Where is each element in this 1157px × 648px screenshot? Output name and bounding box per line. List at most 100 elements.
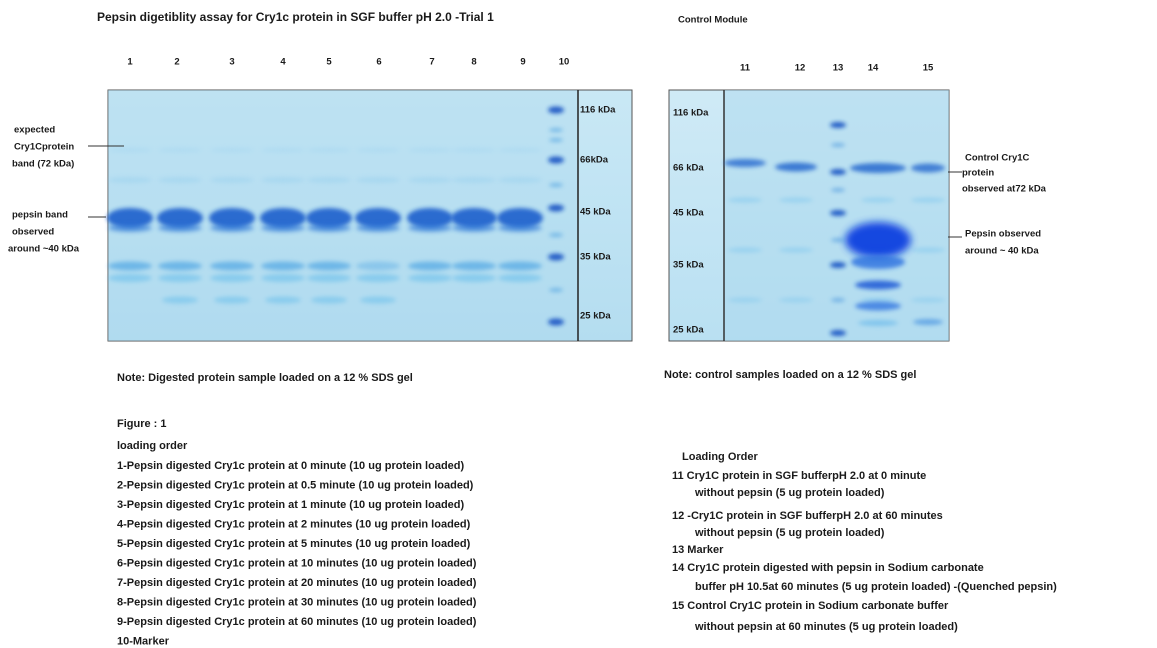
gel-band [911, 247, 945, 253]
gel-band [549, 138, 563, 142]
list-item: 10-Marker [117, 635, 170, 647]
gel-band [911, 163, 945, 173]
annotation: Control Cry1C [965, 153, 1030, 164]
gel-band [261, 224, 305, 232]
lane-number: 14 [868, 63, 879, 74]
gel-band [548, 204, 564, 212]
gel-band [356, 261, 400, 271]
annotation: Pepsin observed [965, 229, 1041, 240]
gel-band [452, 147, 496, 153]
gel-band [549, 128, 563, 132]
gel-band [108, 274, 152, 282]
left-gel [107, 89, 633, 342]
lane-number: 10 [559, 57, 570, 68]
gel-band [831, 188, 845, 192]
annotation: protein [962, 168, 994, 179]
lane-number: 8 [471, 57, 476, 68]
list-item: 11 Cry1C protein in SGF bufferpH 2.0 at … [672, 470, 926, 482]
gel-band [356, 177, 400, 183]
list-heading: loading order [117, 440, 188, 452]
gel-band [158, 177, 202, 183]
gel-band [356, 224, 400, 232]
gel-band [214, 296, 250, 304]
list-item: 15 Control Cry1C protein in Sodium carbo… [672, 600, 949, 612]
gel-band [724, 159, 766, 167]
lane-number: 7 [429, 57, 434, 68]
gel-band [498, 224, 542, 232]
lane-number: 2 [174, 57, 179, 68]
gel-band [158, 261, 202, 271]
gel-band [728, 247, 762, 253]
gel-band [830, 122, 846, 128]
gel-band [830, 210, 846, 216]
gel-band [779, 247, 813, 253]
list-item: 4-Pepsin digested Cry1c protein at 2 min… [117, 518, 471, 530]
lane-number: 12 [795, 63, 806, 74]
list-item: 1-Pepsin digested Cry1c protein at 0 min… [117, 460, 465, 472]
lane-number: 13 [833, 63, 844, 74]
panel-title: Pepsin digetiblity assay for Cry1c prote… [97, 10, 494, 24]
list-item: 14 Cry1C protein digested with pepsin in… [672, 562, 984, 574]
gel-band [408, 261, 452, 271]
marker-label: 66kDa [580, 155, 609, 166]
marker-label: 116 kDa [580, 105, 616, 116]
gel-band [108, 177, 152, 183]
gel-band [452, 274, 496, 282]
gel-band [356, 147, 400, 153]
gel-band [858, 320, 898, 326]
gel-band [548, 318, 564, 326]
gel-band [108, 147, 152, 153]
list-item: 3-Pepsin digested Cry1c protein at 1 min… [117, 499, 465, 511]
gel-band [855, 280, 901, 290]
list-item: 7-Pepsin digested Cry1c protein at 20 mi… [117, 577, 477, 589]
list-item: 8-Pepsin digested Cry1c protein at 30 mi… [117, 596, 477, 608]
gel-band [158, 224, 202, 232]
gel-band [497, 208, 543, 228]
gel-band [498, 261, 542, 271]
gel-band [407, 208, 453, 228]
gel-band [408, 177, 452, 183]
marker-label: 116 kDa [673, 108, 709, 119]
list-item: without pepsin (5 ug protein loaded) [694, 527, 885, 539]
gel-band [210, 274, 254, 282]
gel-band [845, 222, 911, 258]
gel-band [452, 261, 496, 271]
gel-band [548, 253, 564, 261]
list-item: 12 -Cry1C protein in SGF bufferpH 2.0 at… [672, 510, 943, 522]
list-item: 2-Pepsin digested Cry1c protein at 0.5 m… [117, 479, 474, 491]
gel-band [261, 261, 305, 271]
gel-band [548, 156, 564, 164]
gel-band [831, 298, 845, 302]
gel-band [830, 169, 846, 175]
marker-label: 25 kDa [673, 325, 704, 336]
list-item: 5-Pepsin digested Cry1c protein at 5 min… [117, 538, 471, 550]
gel-band [210, 261, 254, 271]
gel-band [830, 330, 846, 336]
lane-number: 6 [376, 57, 381, 68]
marker-label: 45 kDa [673, 208, 704, 219]
list-item: without pepsin at 60 minutes (5 ug prote… [694, 621, 958, 633]
gel-band [830, 262, 846, 268]
list-item: 6-Pepsin digested Cry1c protein at 10 mi… [117, 557, 477, 569]
gel-band [210, 177, 254, 183]
gel-band [311, 296, 347, 304]
gel-band [831, 143, 845, 147]
annotation: Cry1Cprotein [14, 142, 74, 153]
gel-band [911, 297, 945, 303]
lane-number: 4 [280, 57, 286, 68]
gel-band [408, 274, 452, 282]
gel-band [548, 106, 564, 114]
gel-band [861, 197, 895, 203]
gel-band [498, 147, 542, 153]
marker-label: 25 kDa [580, 311, 611, 322]
list-item: 13 Marker [672, 544, 724, 556]
gel-band [775, 162, 817, 172]
annotation: band (72 kDa) [12, 159, 74, 170]
gel-band [307, 147, 351, 153]
gel-band [498, 177, 542, 183]
gel-band [779, 297, 813, 303]
annotation: observed at72 kDa [962, 184, 1047, 195]
gel-band [307, 261, 351, 271]
gel-band [157, 208, 203, 228]
